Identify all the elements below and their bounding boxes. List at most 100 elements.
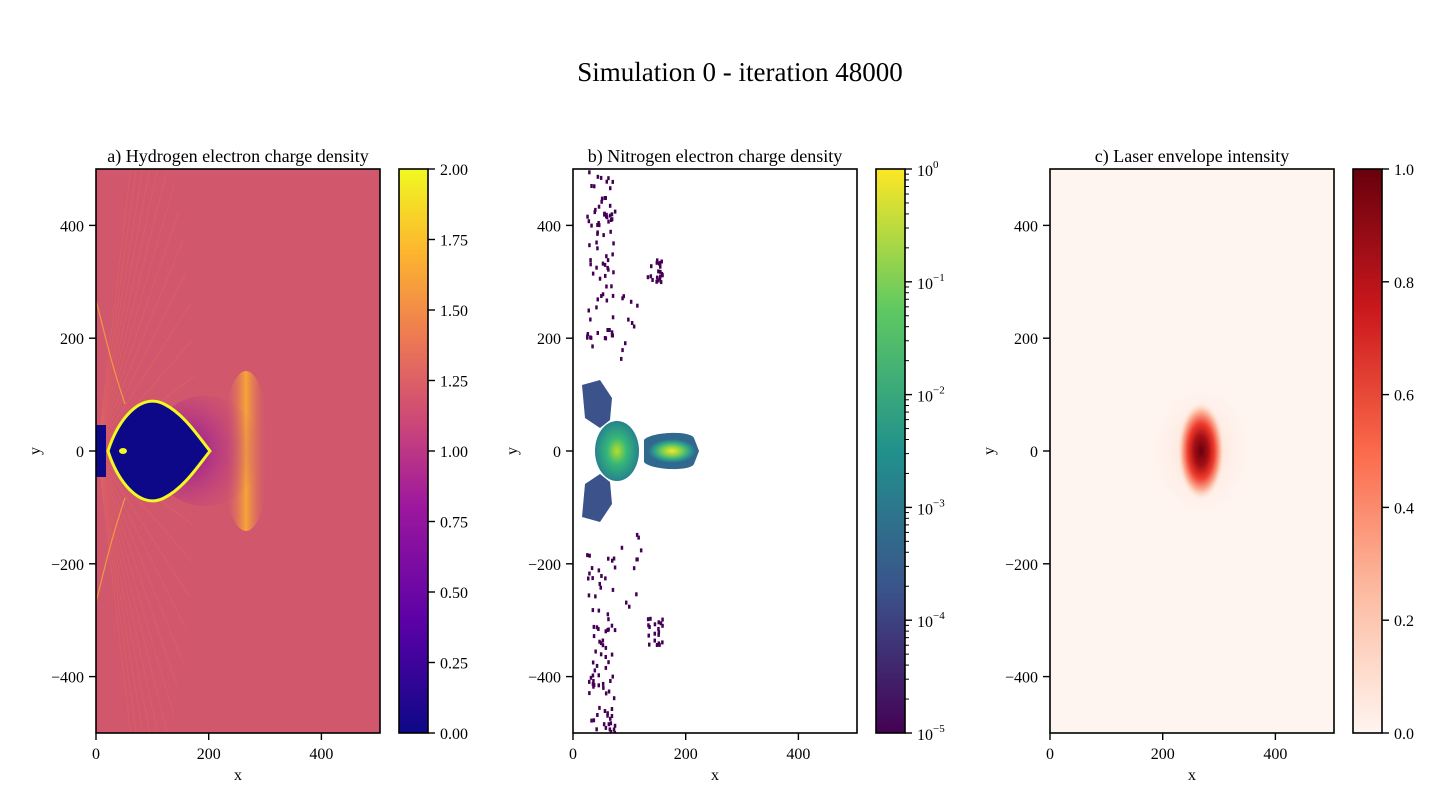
speckle-b <box>648 625 651 629</box>
speckle-b <box>597 204 601 209</box>
speckle-b <box>591 660 595 665</box>
speckle-b <box>655 279 658 284</box>
speckle-b <box>595 265 598 270</box>
speckle-b <box>597 673 600 678</box>
xtick-label-b-2: 400 <box>786 746 810 763</box>
speckle-b <box>607 219 610 224</box>
cbtick-label-a-0: 0.00 <box>440 726 468 743</box>
speckle-b <box>605 298 609 303</box>
xlabel-a: x <box>234 767 242 784</box>
speckle-b <box>651 278 654 282</box>
speckle-b <box>600 294 603 298</box>
cbtick-label-a-6: 1.50 <box>440 303 468 320</box>
speckle-b <box>613 730 617 733</box>
laser-peak-c <box>1177 401 1225 501</box>
xlabel-b: x <box>711 767 719 784</box>
xtick-label-a-0: 0 <box>92 746 100 763</box>
speckle-b <box>606 612 610 617</box>
cbtick-label-a-8: 2.00 <box>440 162 468 179</box>
injection-upper-b <box>582 380 612 428</box>
speckle-b <box>612 696 616 701</box>
speckle-b <box>646 275 650 280</box>
speckle-b <box>596 246 599 251</box>
speckle-b <box>661 640 664 645</box>
speckle-b <box>587 308 590 313</box>
sheath-streak-a <box>99 169 168 438</box>
speckle-b <box>648 642 651 647</box>
speckle-b <box>602 722 606 727</box>
cbtick-label-c-4: 0.8 <box>1394 275 1414 292</box>
speckle-b <box>603 262 607 267</box>
sheath-streak-a <box>96 497 126 603</box>
speckle-b <box>621 296 624 301</box>
speckle-b <box>659 264 662 269</box>
injection-core-b <box>595 421 639 481</box>
sheath-streak-a <box>99 210 180 441</box>
colorbar-c: 0.0 0.2 0.4 0.6 0.8 1.0 <box>1352 162 1414 743</box>
panel-a: a) Hydrogen electron charge density x y … <box>27 146 381 784</box>
speckle-b <box>605 214 608 219</box>
speckle-b <box>604 665 608 670</box>
speckle-b <box>610 330 614 335</box>
speckle-b <box>604 725 608 730</box>
speckles-b <box>586 170 664 733</box>
speckle-b <box>588 170 591 175</box>
speckle-b <box>609 721 613 726</box>
speckle-b <box>590 184 593 188</box>
speckle-b <box>598 705 601 710</box>
ytick-label-c-1: −200 <box>1005 557 1038 574</box>
speckle-b <box>659 280 663 285</box>
axes-title-b: b) Nitrogen electron charge density <box>588 146 843 167</box>
speckle-b <box>659 621 663 626</box>
speckle-b <box>656 258 659 263</box>
speckle-b <box>596 174 600 179</box>
sheath-streak-a <box>99 169 151 435</box>
speckle-b <box>611 558 614 563</box>
speckle-b <box>604 691 608 696</box>
colorbar-a: 0.00 0.25 0.50 0.75 1.00 1.25 1.50 1.75 2.00 <box>398 162 468 743</box>
speckle-b <box>627 317 630 322</box>
speckle-b <box>594 207 597 212</box>
speckle-b <box>595 663 599 668</box>
speckle-b <box>629 299 633 304</box>
cavity-tail-a <box>96 425 106 477</box>
ylabel-a: y <box>27 447 44 455</box>
speckle-b <box>598 223 601 228</box>
colorbar-frame-c <box>1352 168 1383 734</box>
speckle-b <box>586 214 589 219</box>
speckle-b <box>647 633 650 638</box>
speckle-b <box>592 718 596 723</box>
colorbar-ticks-c: 0.0 0.2 0.4 0.6 0.8 1.0 <box>1382 162 1414 743</box>
colorbar-ticks-b: 10−5 10−4 10−3 10−2 10−1 100 <box>905 159 945 744</box>
speckle-b <box>601 681 605 686</box>
speckle-b <box>610 623 614 628</box>
heatmap-image-b <box>573 169 857 733</box>
speckle-b <box>650 264 653 269</box>
injection-lower-b <box>582 474 612 522</box>
speckle-b <box>653 638 656 643</box>
speckle-b <box>632 324 636 329</box>
cavity-a <box>106 399 212 503</box>
speckle-b <box>646 617 650 622</box>
ylabel-c: y <box>981 447 998 455</box>
cbtick-label-b-1: 10−4 <box>917 610 945 631</box>
speckle-b <box>609 229 612 234</box>
speckle-b <box>587 576 590 581</box>
speckle-b <box>588 571 591 576</box>
speckle-b <box>591 682 595 687</box>
xlabel-c: x <box>1188 767 1196 784</box>
speckle-b <box>598 639 601 644</box>
cbtick-label-b-4: 10−1 <box>917 272 945 293</box>
colorbar-ticks-a: 0.00 0.25 0.50 0.75 1.00 1.25 1.50 1.75 2.00 <box>428 162 468 743</box>
speckle-b <box>599 585 602 590</box>
speckle-b <box>605 284 608 289</box>
speckle-b <box>589 258 592 263</box>
speckle-b <box>601 292 605 297</box>
speckle-b <box>591 344 594 349</box>
speckle-b <box>607 556 610 561</box>
speckle-b <box>608 727 612 732</box>
cbtick-label-a-7: 1.75 <box>440 233 468 250</box>
speckle-b <box>613 723 617 728</box>
ytick-label-b-3: 200 <box>537 331 561 348</box>
